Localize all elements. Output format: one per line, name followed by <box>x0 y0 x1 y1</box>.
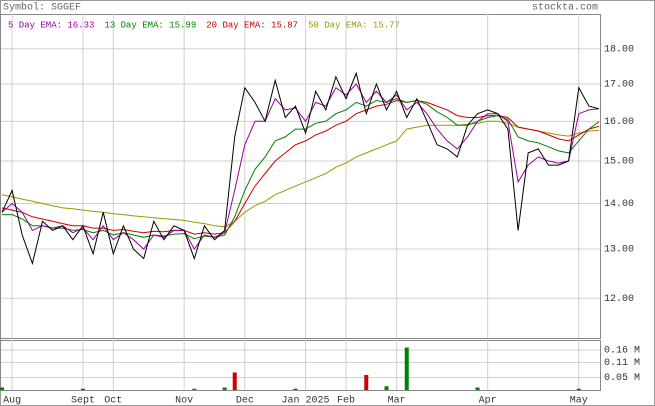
y-tick-label: 17.00 <box>604 80 634 91</box>
x-tick-label: May <box>570 396 588 406</box>
y-tick-label: 16.00 <box>604 117 634 128</box>
volume-bar <box>404 347 409 390</box>
legend-entry: 13 Day EMA: 15.99 <box>104 20 196 30</box>
x-tick-label: Apr <box>479 396 497 406</box>
x-tick-label: Mar <box>388 396 406 406</box>
volume-bar <box>222 387 227 390</box>
price-line <box>1 71 600 266</box>
volume-bar <box>576 388 581 390</box>
price-line <box>1 83 600 251</box>
legend-entry: 5 Day EMA: 16.33 <box>8 20 94 30</box>
legend-entry: 50 Day EMA: 15.77 <box>308 20 400 30</box>
volume-bar <box>232 372 237 390</box>
volume-bar <box>80 388 85 390</box>
site: stockta.com <box>532 2 598 14</box>
volume-bar <box>384 386 389 390</box>
x-tick-label: Aug <box>3 396 21 406</box>
price-pane <box>0 14 601 339</box>
volume-bar <box>475 387 480 390</box>
x-tick-label: Sept <box>71 396 95 406</box>
symbol: Symbol: SGGEF <box>3 2 81 14</box>
volume-bar <box>293 388 298 390</box>
y-tick-label: 13.00 <box>604 245 634 256</box>
y-tick-label: 14.00 <box>604 199 634 210</box>
volume-bar <box>364 375 369 390</box>
volume-pane <box>0 340 601 391</box>
volume-bar <box>0 387 4 390</box>
x-tick-label: Jan 2025 <box>282 396 330 406</box>
y-tick-label: 0.11 M <box>604 358 640 369</box>
price-line <box>1 120 600 228</box>
x-tick-label: Feb <box>337 395 355 406</box>
y-tick-label: 12.00 <box>604 294 634 305</box>
y-tick-label: 0.05 M <box>604 373 640 384</box>
y-tick-label: 15.00 <box>604 157 634 168</box>
y-tick-label: 0.16 M <box>604 346 640 357</box>
legend-entry: 20 Day EMA: 15.87 <box>206 20 298 30</box>
x-tick-label: Oct <box>104 396 122 406</box>
x-tick-label: Dec <box>236 396 254 406</box>
x-tick-label: Nov <box>175 396 193 406</box>
y-tick-label: 18.00 <box>604 45 634 56</box>
volume-bar <box>192 388 197 390</box>
